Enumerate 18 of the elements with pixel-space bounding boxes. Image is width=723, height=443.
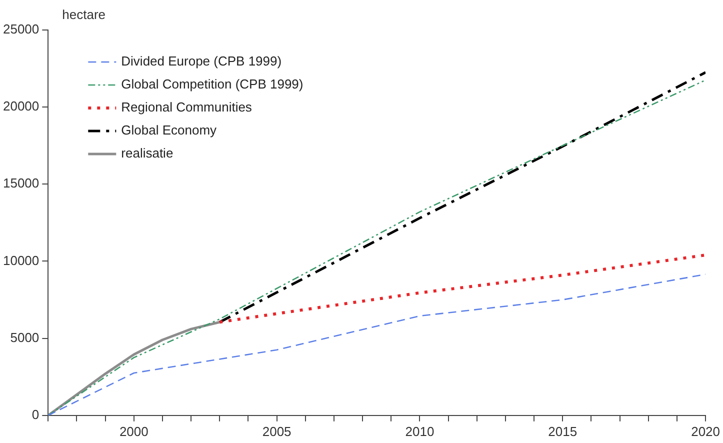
y-axis-title: hectare: [62, 7, 106, 22]
y-tick-label: 25000: [2, 22, 40, 37]
x-tick-label: 2000: [119, 424, 148, 439]
y-tick-label: 20000: [2, 98, 40, 114]
y-tick-label: 0: [32, 406, 40, 422]
line-series: [218, 254, 706, 324]
legend-label: Regional Communities: [121, 100, 252, 115]
y-tick-label: 10000: [2, 252, 40, 268]
x-tick-label: 2020: [691, 424, 720, 439]
legend-label: realisatie: [121, 146, 174, 161]
x-tick-label: 2010: [405, 424, 434, 439]
y-tick-label: 5000: [10, 330, 40, 345]
x-tick-label: 2015: [548, 424, 578, 439]
legend-label: Global Economy: [121, 122, 218, 138]
legend-label: Divided Europe (CPB 1999): [121, 54, 282, 69]
x-tick-label: 2005: [262, 424, 292, 439]
y-tick-label: 15000: [2, 176, 40, 191]
legend-label: Global Competition (CPB 1999): [121, 76, 304, 92]
